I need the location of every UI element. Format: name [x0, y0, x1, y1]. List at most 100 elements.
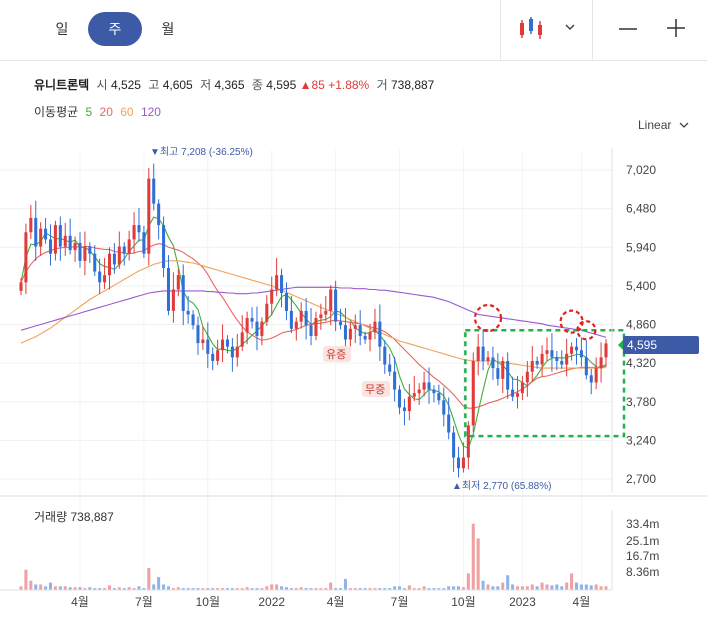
- y-tick-label: 6,480: [626, 202, 656, 216]
- candle-body: [63, 235, 67, 247]
- candle-body: [412, 393, 416, 397]
- volume-bar: [142, 588, 146, 590]
- x-tick-label: 10월: [451, 595, 475, 609]
- volume-bar: [260, 588, 264, 590]
- ma120-label[interactable]: 120: [140, 105, 161, 119]
- candle-body: [280, 275, 284, 294]
- candle-body: [456, 457, 461, 469]
- volume-bar: [225, 588, 229, 590]
- high-value: 4,605: [162, 78, 193, 92]
- candle-body: [103, 275, 107, 283]
- divider: [592, 0, 593, 60]
- volume-bar: [24, 569, 28, 590]
- volume-bar: [378, 588, 382, 590]
- volume-value: 738,887: [390, 78, 435, 92]
- candle-body: [48, 239, 53, 254]
- candle-body: [58, 225, 62, 247]
- event-rights-offering: 유증: [326, 348, 346, 361]
- candle-body: [132, 225, 136, 240]
- candle-body: [304, 310, 308, 326]
- candle-body: [24, 232, 28, 283]
- candle-body: [339, 321, 343, 326]
- volume-bar: [230, 588, 234, 590]
- candle-body: [447, 414, 451, 433]
- volume-bar: [373, 588, 377, 590]
- candle-body: [373, 321, 377, 333]
- volume-bar: [417, 588, 421, 590]
- volume-bar: [304, 588, 308, 590]
- volume-tick-label: 25.1m: [626, 534, 659, 548]
- candle-body: [191, 314, 195, 326]
- volume-bar: [319, 588, 323, 590]
- volume-bar: [250, 588, 254, 590]
- candle-body: [206, 339, 210, 354]
- candlestick-icon[interactable]: [516, 16, 546, 42]
- candle-body: [574, 346, 579, 351]
- volume-bar: [284, 587, 288, 590]
- volume-bar: [584, 584, 588, 590]
- volume-bar: [48, 582, 53, 590]
- volume-bar: [147, 567, 151, 590]
- volume-bar: [289, 588, 293, 590]
- tab-daily[interactable]: 일: [55, 21, 69, 37]
- close-label: 종: [251, 78, 263, 92]
- y-tick-label: 5,400: [626, 279, 656, 293]
- ma60-line: [20, 260, 607, 369]
- candle-body: [127, 239, 131, 254]
- candle-body: [240, 332, 244, 347]
- volume-bar: [358, 588, 362, 590]
- tab-weekly[interactable]: 주: [88, 12, 142, 46]
- volume-bar: [201, 588, 205, 590]
- candle-body: [230, 346, 234, 358]
- volume-bar: [329, 582, 333, 590]
- volume-bar: [235, 588, 239, 590]
- candle-body: [348, 328, 352, 340]
- candle-body: [245, 318, 249, 333]
- chevron-down-icon[interactable]: [564, 22, 576, 32]
- candle-body: [329, 289, 333, 311]
- scale-selector[interactable]: Linear: [638, 118, 689, 132]
- volume-bar: [309, 588, 313, 590]
- volume-bar: [363, 588, 367, 590]
- volume-tick-label: 8.36m: [626, 565, 659, 579]
- volume-bar: [511, 584, 515, 590]
- candle-body: [211, 353, 215, 361]
- tab-monthly[interactable]: 월: [161, 21, 175, 37]
- volume-bar: [171, 588, 175, 590]
- candle-body: [270, 289, 274, 304]
- highlight-circle: [576, 320, 597, 341]
- candle-body: [142, 232, 146, 254]
- x-tick-label: 7월: [135, 595, 153, 609]
- candle-body: [225, 339, 229, 347]
- close-value: 4,595: [266, 78, 297, 92]
- candle-body: [383, 346, 387, 365]
- ma5-label[interactable]: 5: [85, 105, 93, 119]
- volume-bar: [589, 585, 593, 590]
- price-info: 유니트론텍 시 4,525 고 4,605 저 4,365 종 4,595 ▲8…: [34, 76, 434, 93]
- candle-body: [181, 275, 185, 311]
- candle-body: [501, 360, 505, 379]
- volume-bar: [88, 587, 92, 590]
- volume-bar: [270, 584, 274, 590]
- candle-body: [437, 393, 441, 401]
- candle-body: [530, 360, 534, 372]
- candle-body: [98, 271, 102, 283]
- minus-icon[interactable]: [618, 22, 638, 38]
- candle-body: [275, 275, 279, 290]
- plus-icon[interactable]: [666, 18, 686, 38]
- divider: [500, 0, 501, 60]
- volume-bar: [594, 584, 598, 590]
- volume-bar: [191, 588, 195, 590]
- x-tick-label: 7월: [391, 595, 409, 609]
- ma60-label[interactable]: 60: [120, 105, 134, 119]
- highlight-circle: [473, 303, 503, 333]
- candle-body: [476, 346, 480, 361]
- ma20-label[interactable]: 20: [99, 105, 113, 119]
- volume-bar: [245, 587, 249, 590]
- volume-bar: [599, 586, 603, 590]
- current-price-tag: 4,595: [623, 336, 699, 354]
- candle-body: [147, 178, 151, 254]
- volume-bar: [127, 587, 131, 590]
- volume-bar: [466, 573, 470, 590]
